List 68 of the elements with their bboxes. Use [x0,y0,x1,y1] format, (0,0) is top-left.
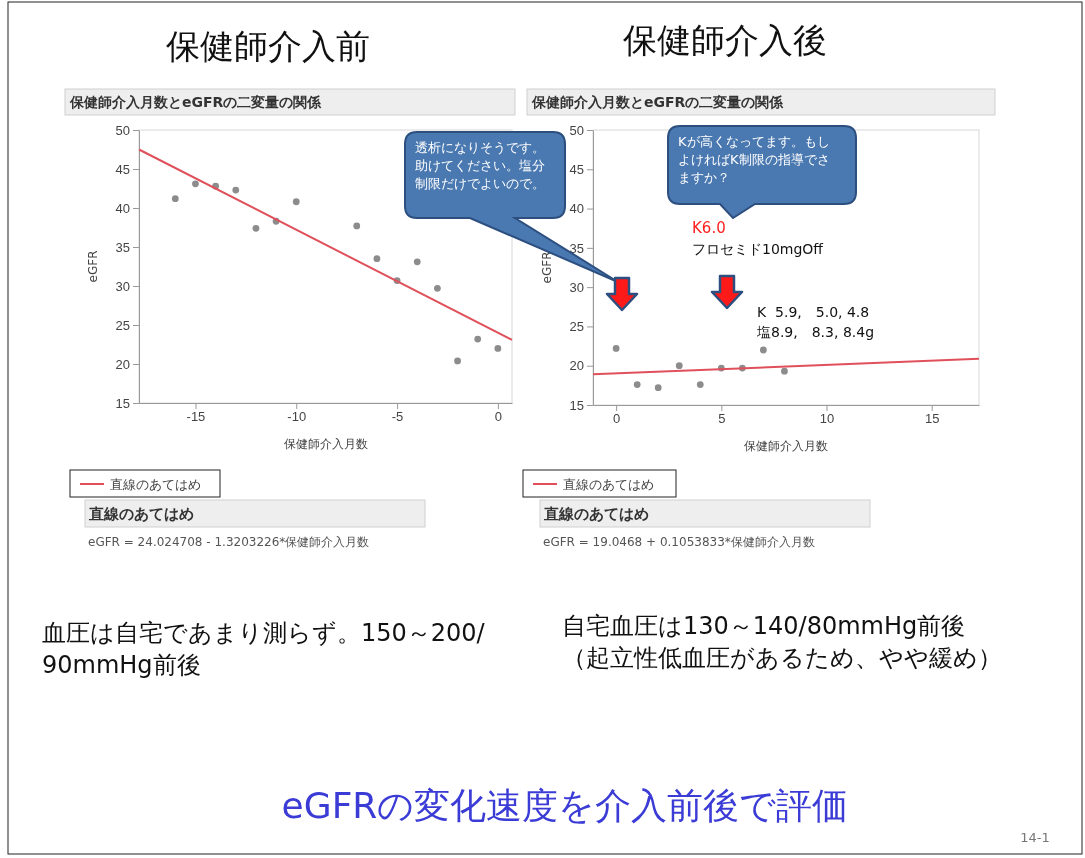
legend-label: 直線のあてはめ [110,477,201,492]
x-tick-label: -15 [186,409,206,425]
point [434,284,441,292]
point [413,258,421,266]
y-tick-label: 30 [115,278,130,294]
annotation: 透析になりそうです。助けてください。塩分制限だけでよいので。 [415,140,545,191]
point [612,345,620,352]
point [633,381,641,388]
point [171,195,179,203]
y-tick-label: 20 [115,356,130,372]
y-tick-label: 20 [569,358,584,374]
text: eGFRの変化速度を介入前後で評価 [281,785,849,826]
x-tick-label: 15 [924,411,940,427]
point [675,362,683,370]
x-tick-label: 0 [494,409,502,425]
text: 直線のあてはめ [543,505,649,523]
chart-title: 保健師介入後 [623,20,827,60]
chart-subtitle: 保健師介入月数とeGFRの二変量の関係 [69,94,323,110]
point [454,357,461,365]
y-tick-label: 25 [115,317,130,333]
x-tick-label: -10 [287,409,307,425]
point [494,345,502,352]
x-tick-label: 0 [613,411,621,427]
x-axis-title: 保健師介入月数 [744,439,828,453]
speech-bubble: Kが高くなってます。もしよければK制限の指導でさますか？ [667,125,857,219]
chart-title: 保健師介入前 [166,26,370,66]
legend-label: 直線のあてはめ [563,477,654,492]
point [192,180,199,188]
y-tick-label: 45 [569,161,584,177]
annotation: K 5.9, 5.0, 4.8 [757,304,870,320]
annotation: 塩8.9, 8.3, 8.4g [756,324,875,340]
y-tick-label: 40 [115,200,130,216]
point [654,384,662,392]
text: 直線のあてはめ [88,505,194,523]
x-tick-label: 10 [819,411,835,427]
point [232,186,240,194]
point [353,222,361,230]
annotation: フロセミド10mgOff [692,241,824,257]
y-tick-label: 25 [569,319,584,335]
annotation: Kが高くなってます。もしよければK制限の指導でさますか？ [678,134,830,185]
x-tick-label: -5 [391,409,404,425]
text: 血圧は自宅であまり測らず。150～200/90mmHg前後 [42,619,486,679]
text: 14-1 [1020,830,1050,845]
point [474,335,482,343]
y-tick-label: 35 [569,240,584,256]
point [292,198,300,206]
y-tick-label: 45 [115,161,130,177]
text: 自宅血圧は130～140/80mmHg前後（起立性低血圧があるため、やや緩め） [562,612,1002,672]
y-tick-label: 50 [569,122,584,138]
y-axis-title: eGFR [540,251,554,284]
x-axis-title: 保健師介入月数 [283,437,368,451]
point [696,381,704,388]
point [781,367,788,375]
point [759,346,767,354]
point [252,224,260,232]
text: eGFR = 24.024708 - 1.3203226*保健師介入月数 [88,535,370,549]
y-tick-label: 15 [115,395,130,411]
chart-subtitle: 保健師介入月数とeGFRの二変量の関係 [531,94,785,110]
y-tick-label: 40 [569,201,584,217]
y-tick-label: 15 [569,397,584,413]
y-tick-label: 35 [115,239,130,255]
point [373,255,381,263]
y-tick-label: 50 [115,122,130,138]
annotation: K6.0 [692,219,726,237]
x-tick-label: 5 [718,411,726,427]
text: eGFR = 19.0468 + 0.1053833*保健師介入月数 [543,535,815,549]
y-axis-title: eGFR [86,250,100,283]
y-tick-label: 30 [569,279,584,295]
